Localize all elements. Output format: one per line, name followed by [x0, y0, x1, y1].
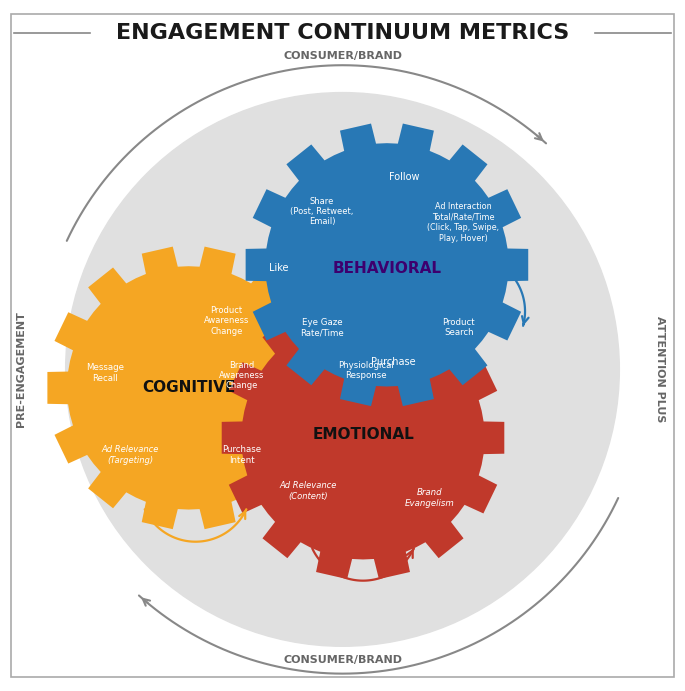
Polygon shape: [47, 247, 330, 529]
Polygon shape: [222, 296, 504, 579]
Text: Follow: Follow: [389, 172, 419, 182]
Text: Physiological
Response: Physiological Response: [338, 361, 395, 381]
Text: Ad Relevance
(Targeting): Ad Relevance (Targeting): [102, 445, 160, 464]
Text: Brand
Evangelism: Brand Evangelism: [405, 489, 455, 508]
Text: Ad Interaction
Total/Rate/Time
(Click, Tap, Swipe,
Play, Hover): Ad Interaction Total/Rate/Time (Click, T…: [427, 202, 499, 243]
Circle shape: [66, 93, 619, 646]
Text: Share
(Post, Retweet,
Email): Share (Post, Retweet, Email): [290, 197, 353, 227]
Text: BEHAVIORAL: BEHAVIORAL: [332, 261, 441, 276]
Text: EMOTIONAL: EMOTIONAL: [312, 427, 414, 442]
Text: ATTENTION PLUS: ATTENTION PLUS: [656, 316, 665, 423]
Text: CONSUMER/BRAND: CONSUMER/BRAND: [283, 51, 402, 61]
Text: Product
Awareness
Change: Product Awareness Change: [203, 306, 249, 336]
Polygon shape: [246, 124, 528, 406]
Text: Product
Search: Product Search: [443, 318, 475, 337]
Text: Eye Gaze
Rate/Time: Eye Gaze Rate/Time: [300, 318, 344, 337]
Text: COGNITIVE: COGNITIVE: [142, 380, 236, 395]
Text: Like: Like: [269, 263, 288, 273]
Text: Brand
Awareness
Change: Brand Awareness Change: [219, 361, 264, 390]
Text: Purchase: Purchase: [371, 357, 416, 367]
Text: Message
Recall: Message Recall: [86, 363, 124, 383]
Text: Purchase
Intent: Purchase Intent: [223, 445, 262, 464]
Text: PRE-ENGAGEMENT: PRE-ENGAGEMENT: [16, 312, 26, 427]
Text: Ad Relevance
(Content): Ad Relevance (Content): [279, 482, 337, 501]
Text: CONSUMER/BRAND: CONSUMER/BRAND: [283, 655, 402, 665]
Text: ENGAGEMENT CONTINUUM METRICS: ENGAGEMENT CONTINUUM METRICS: [116, 23, 569, 43]
